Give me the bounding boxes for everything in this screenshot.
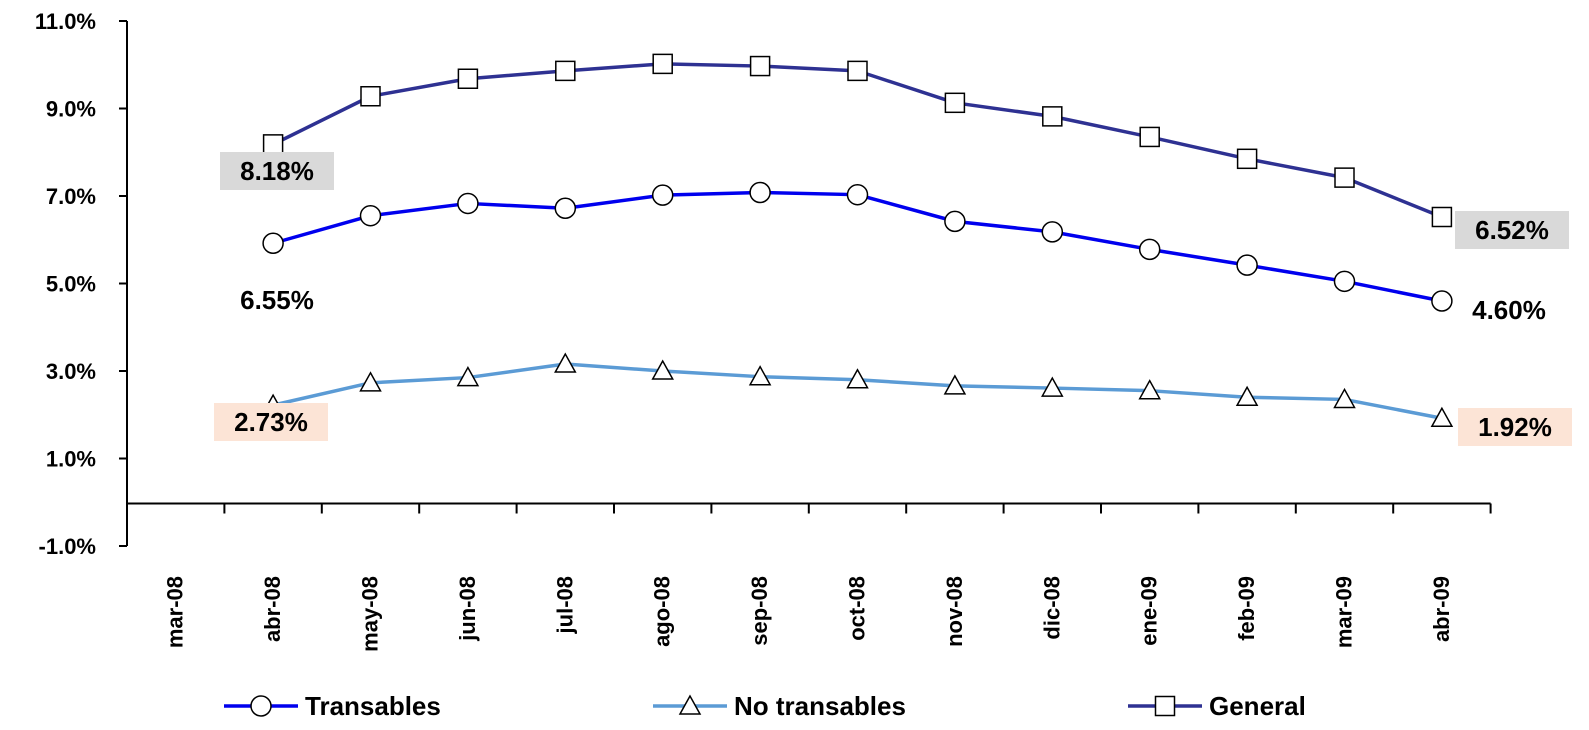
data-point [456, 366, 480, 387]
legend-marker [1154, 695, 1176, 717]
data-point [1041, 221, 1064, 243]
x-tick-label: abr-09 [1429, 576, 1454, 642]
data-point [749, 55, 771, 77]
x-tick-label: nov-08 [942, 576, 967, 647]
x-tick-label: jul-08 [552, 576, 577, 634]
x-tick-label: oct-08 [845, 576, 870, 641]
data-point [749, 181, 771, 204]
data-point [1235, 385, 1259, 406]
x-tick-label: ene-09 [1137, 576, 1162, 646]
x-tick-label: jun-08 [455, 576, 480, 642]
x-tick-label: mar-09 [1332, 576, 1357, 648]
x-tick-label: dic-08 [1039, 576, 1064, 640]
data-point [846, 183, 869, 206]
x-tick-label: may-08 [358, 576, 383, 652]
annotation-box [1458, 408, 1572, 446]
annotation-label: 1.92% [1478, 412, 1552, 442]
data-point [457, 192, 479, 215]
legend-marker [250, 695, 272, 717]
data-point [944, 92, 966, 114]
y-tick-label: 5.0% [46, 272, 96, 297]
annotation-box [214, 403, 328, 441]
data-point [1042, 106, 1063, 127]
annotation-label: 2.73% [234, 407, 308, 437]
series-line-0 [272, 190, 1443, 303]
data-point [1333, 387, 1356, 409]
data-point [1139, 126, 1160, 148]
data-point [262, 134, 284, 155]
data-point [554, 352, 577, 373]
data-point [1431, 206, 1453, 228]
x-tick-label: feb-09 [1234, 576, 1259, 641]
data-point [554, 197, 577, 219]
legend-label: No transables [734, 691, 906, 721]
data-point [359, 204, 382, 227]
annotation-box [220, 152, 334, 190]
y-tick-label: 1.0% [46, 447, 96, 472]
data-point [1431, 290, 1453, 312]
legend-marker [678, 694, 702, 715]
legend-label: Transables [305, 691, 441, 721]
x-tick-label: sep-08 [747, 576, 772, 646]
data-point [360, 86, 381, 107]
data-point [944, 210, 966, 233]
y-tick-label: 3.0% [46, 359, 96, 384]
x-tick-label: mar-08 [163, 576, 188, 648]
data-point [1138, 238, 1161, 261]
annotation-label: 6.55% [240, 285, 314, 315]
y-tick-label: 7.0% [46, 184, 96, 209]
x-tick-label: abr-08 [260, 576, 285, 642]
y-tick-label: 11.0% [35, 9, 96, 34]
annotation-label: 6.52% [1475, 215, 1549, 245]
data-point [847, 60, 868, 82]
data-point [748, 365, 772, 386]
y-tick-label: -1.0% [39, 534, 96, 559]
data-point [1041, 376, 1064, 397]
data-point [555, 60, 576, 82]
data-point [1138, 379, 1161, 400]
annotation-box [1455, 211, 1569, 249]
data-point [262, 232, 284, 254]
data-point [1334, 167, 1355, 188]
data-point [651, 184, 674, 206]
y-tick-label: 9.0% [46, 97, 96, 122]
data-point [457, 68, 479, 89]
data-point [846, 368, 869, 389]
data-point [1333, 270, 1356, 293]
x-tick-label: ago-08 [650, 576, 675, 647]
data-point [651, 359, 674, 380]
data-point [943, 374, 967, 395]
annotation-label: 4.60% [1472, 295, 1546, 325]
legend-label: General [1209, 691, 1306, 721]
data-point [1236, 254, 1258, 276]
annotation-label: 8.18% [240, 156, 314, 186]
data-point [1236, 148, 1258, 170]
data-point [652, 53, 673, 75]
data-point [1430, 406, 1454, 427]
data-point [359, 371, 382, 392]
